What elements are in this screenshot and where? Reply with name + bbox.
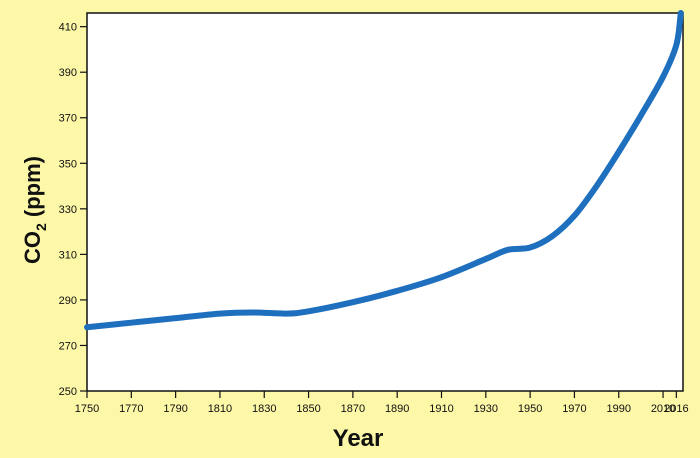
y-tick-label: 250 xyxy=(59,386,77,398)
x-tick-label: 1990 xyxy=(607,403,631,415)
y-tick-label: 370 xyxy=(59,113,77,125)
x-tick-label: 1810 xyxy=(208,403,232,415)
x-tick-label: 1910 xyxy=(429,403,453,415)
y-tick-label: 310 xyxy=(59,249,77,261)
y-tick-label: 330 xyxy=(59,204,77,216)
y-axis-title-subscript: 2 xyxy=(33,223,49,231)
y-tick-label: 270 xyxy=(59,340,77,352)
x-tick-label: 2010 xyxy=(651,403,675,415)
x-tick-label: 1930 xyxy=(474,403,498,415)
x-axis: 1750 1770 1790 1810 1830 1850 1870 1890 1910 1930… xyxy=(75,391,689,415)
y-axis-title: CO2 (ppm) xyxy=(20,156,49,264)
plot-area xyxy=(86,12,684,392)
x-tick-label: 1870 xyxy=(341,403,365,415)
x-tick-label: 1750 xyxy=(75,403,99,415)
y-tick-label: 350 xyxy=(59,158,77,170)
y-tick-label: 410 xyxy=(59,22,77,34)
x-tick-label: 1850 xyxy=(296,403,320,415)
x-axis-title: Year xyxy=(333,425,384,452)
y-axis: 250 270 290 310 330 350 370 390 410 xyxy=(59,22,87,398)
x-tick-label: 1790 xyxy=(163,403,187,415)
y-axis-title-main: CO xyxy=(20,231,45,264)
x-tick-label: 1830 xyxy=(252,403,276,415)
x-tick-label: 1770 xyxy=(119,403,143,415)
x-tick-label: 2016 xyxy=(664,403,688,415)
x-tick-label: 1970 xyxy=(562,403,586,415)
y-tick-label: 390 xyxy=(59,67,77,79)
x-tick-label: 1890 xyxy=(385,403,409,415)
x-tick-label: 1950 xyxy=(518,403,542,415)
y-axis-title-unit: (ppm) xyxy=(20,156,45,223)
y-tick-label: 290 xyxy=(59,295,77,307)
co2-series-line xyxy=(84,10,684,331)
